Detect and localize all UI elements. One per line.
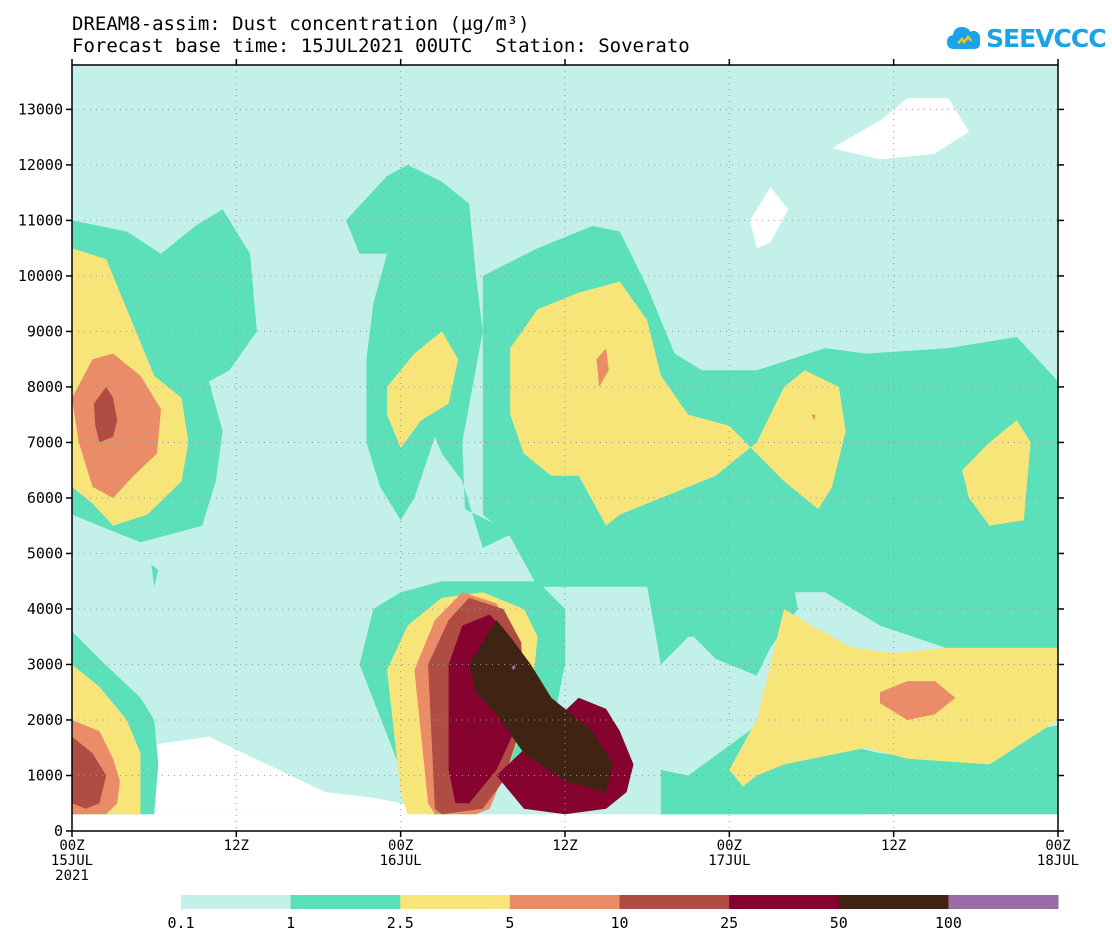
chart-title: DREAM8-assim: Dust concentration (µg/m³) [72, 13, 530, 35]
contour-band-2.5 [962, 420, 1031, 526]
colorbar-label: 1 [286, 914, 295, 932]
colorbar-swatch [400, 895, 511, 909]
contour-band-5 [880, 681, 956, 720]
colorbar-label: 2.5 [387, 914, 414, 932]
x-tick-label: 00Z [388, 838, 413, 854]
colorbar: 0.1 1 2.5 5 10 25 50 100 [167, 895, 1059, 932]
contour-band-2.5 [387, 331, 459, 448]
colorbar-label: 100 [935, 914, 962, 932]
grid [72, 65, 1058, 831]
y-tick-label: 11000 [18, 211, 63, 229]
colorbar-label: 10 [610, 914, 628, 932]
contour-band-2.5 [510, 281, 846, 526]
y-tick-label: 0 [54, 822, 63, 840]
y-tick-label: 3000 [27, 655, 63, 673]
colorbar-label: 50 [830, 914, 848, 932]
colorbar-label: 0.1 [167, 914, 194, 932]
y-tick-label: 13000 [18, 100, 63, 118]
contour-band-5 [72, 353, 161, 498]
contour-band-1 [660, 803, 867, 815]
contour-band-10 [93, 386, 118, 443]
contour-band-5 [596, 348, 609, 387]
chart-subtitle: Forecast base time: 15JUL2021 00UTC Stat… [72, 35, 690, 57]
colorbar-swatch [509, 895, 620, 909]
colorbar-swatch [948, 895, 1059, 909]
x-tick-label: 12Z [881, 838, 906, 854]
no-data-region [93, 736, 429, 815]
y-tick-label: 6000 [27, 489, 63, 507]
y-tick-label: 1000 [27, 766, 63, 784]
x-tick-label: 00Z [1045, 838, 1070, 854]
y-tick-label: 8000 [27, 378, 63, 396]
colorbar-swatch [729, 895, 840, 909]
x-tick-label: 00Z [717, 838, 742, 854]
colorbar-label: 25 [720, 914, 738, 932]
x-tick-label: 12Z [552, 838, 577, 854]
y-tick-label: 12000 [18, 156, 63, 174]
x-tick-date: 15JUL [51, 853, 93, 869]
axes: 0 1000 2000 3000 4000 5000 6000 7000 8000 9000 100… [18, 59, 1079, 884]
no-data-region [832, 98, 969, 160]
seevccc-logo: SEEVCCC [946, 20, 1107, 56]
colorbar-swatch [838, 895, 949, 909]
no-data-region [749, 187, 789, 249]
contour-band-10 [72, 736, 107, 809]
contour-band-50 [469, 620, 613, 793]
y-tick-label: 4000 [27, 600, 63, 618]
cloud-icon [947, 27, 981, 49]
contour-band-100 [511, 664, 516, 670]
x-tick-date: 18JUL [1037, 853, 1079, 869]
x-tick-label: 00Z [59, 838, 84, 854]
y-tick-label: 2000 [27, 711, 63, 729]
logo-text: SEEVCCC [986, 23, 1107, 53]
x-tick-label: 12Z [224, 838, 249, 854]
y-tick-label: 5000 [27, 544, 63, 562]
colorbar-label: 5 [505, 914, 514, 932]
x-tick-date: 16JUL [380, 853, 422, 869]
colorbar-swatch [181, 895, 292, 909]
y-tick-label: 9000 [27, 322, 63, 340]
contour-band-5 [811, 414, 816, 421]
y-tick-label: 7000 [27, 433, 63, 451]
colorbar-swatch [290, 895, 401, 909]
x-tick-date: 17JUL [708, 853, 750, 869]
colorbar-swatch [619, 895, 730, 909]
x-tick-year: 2021 [55, 868, 89, 884]
contour-band-1 [151, 564, 159, 587]
y-tick-label: 10000 [18, 267, 63, 285]
